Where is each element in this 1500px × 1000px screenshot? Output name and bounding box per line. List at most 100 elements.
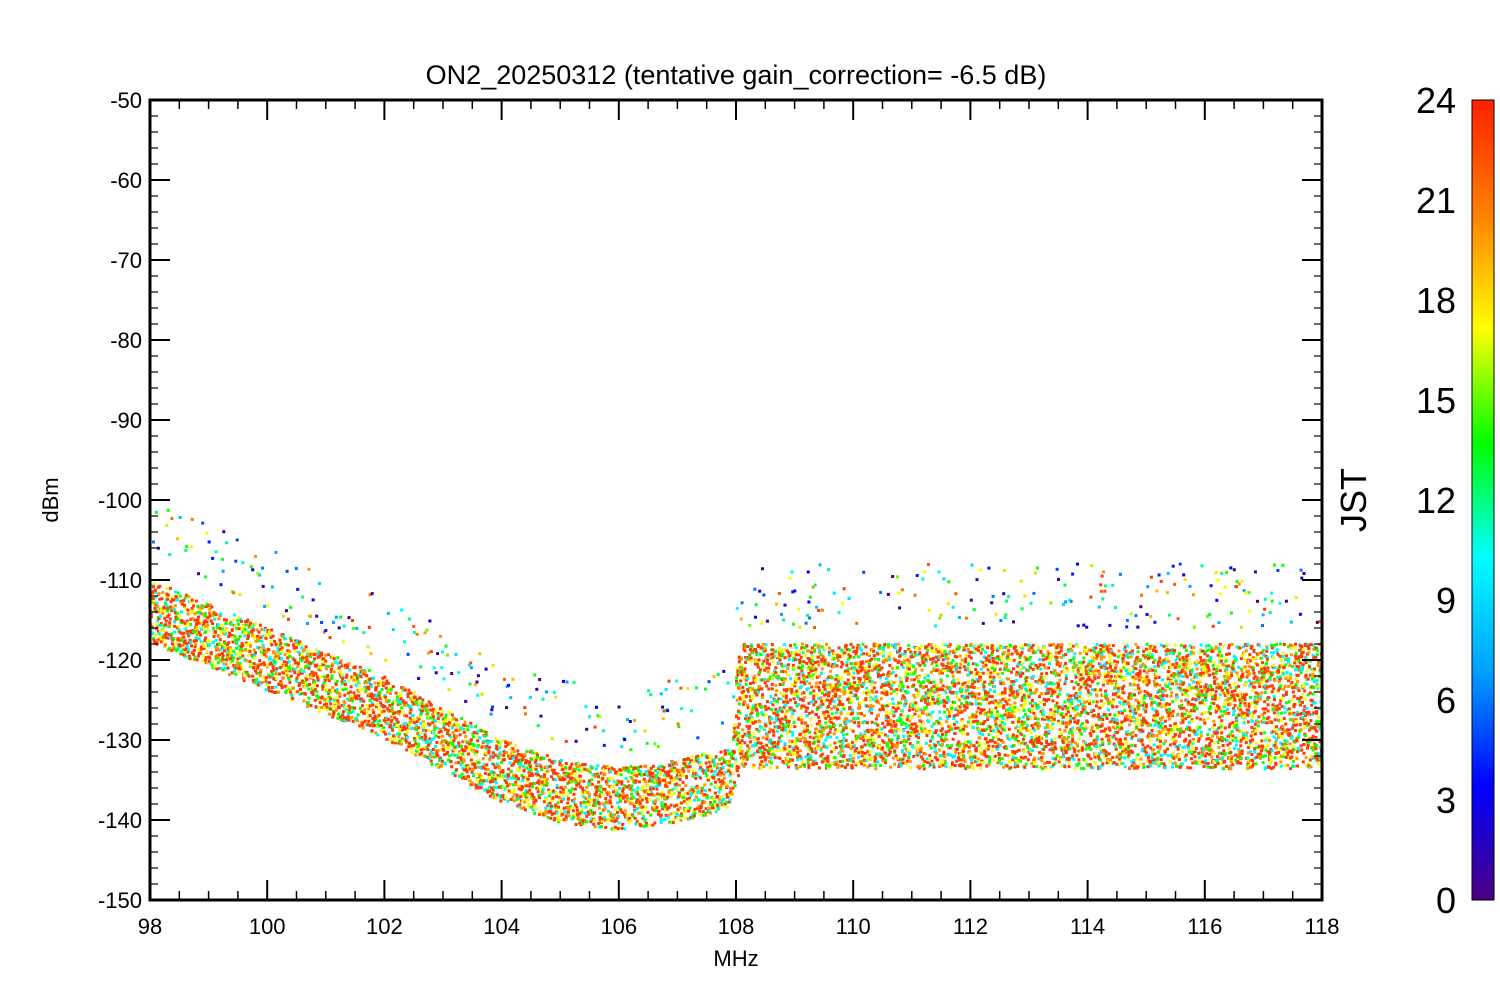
data-point [210, 605, 214, 609]
data-point [817, 655, 821, 659]
data-point [825, 745, 829, 749]
data-point [771, 671, 775, 675]
data-point [872, 686, 876, 690]
data-point [481, 781, 485, 785]
data-point [488, 789, 492, 793]
data-point [598, 818, 602, 822]
data-point [154, 633, 158, 637]
data-point [820, 667, 824, 671]
data-point [417, 703, 421, 707]
data-point [601, 776, 605, 780]
data-point [790, 688, 794, 692]
data-point [751, 765, 755, 769]
data-point [873, 667, 877, 671]
data-point [640, 787, 644, 791]
data-point [813, 661, 817, 664]
data-point [840, 660, 844, 664]
data-point [282, 671, 286, 675]
data-point [814, 667, 818, 671]
data-point [786, 673, 790, 677]
data-point [239, 667, 243, 671]
data-point [628, 799, 632, 803]
data-point [834, 762, 838, 766]
data-point [751, 704, 755, 708]
data-point [767, 752, 771, 756]
data-point [844, 726, 848, 730]
data-point [307, 660, 311, 664]
data-point [820, 699, 824, 703]
data-point [817, 715, 821, 719]
data-point [614, 819, 618, 823]
data-point [344, 706, 347, 709]
data-point [241, 630, 245, 634]
data-point [657, 809, 661, 813]
data-point [419, 731, 423, 735]
data-point [716, 803, 719, 807]
data-point [840, 743, 844, 747]
data-point [252, 662, 256, 666]
data-point [528, 788, 532, 792]
data-point [809, 661, 813, 665]
data-point [235, 666, 238, 670]
data-point [671, 765, 674, 769]
data-point [796, 696, 800, 700]
data-point [782, 677, 786, 680]
data-point [876, 652, 880, 656]
data-point [869, 703, 873, 707]
data-point [820, 730, 824, 734]
data-point [219, 583, 223, 587]
data-point [708, 760, 712, 764]
data-point [408, 741, 411, 745]
data-point [184, 651, 188, 655]
data-point [528, 782, 532, 786]
data-point [814, 685, 818, 689]
data-point [655, 787, 659, 791]
data-point [808, 740, 812, 744]
data-point [791, 663, 795, 667]
data-point [648, 793, 652, 797]
data-point [453, 747, 456, 751]
data-point [543, 800, 546, 804]
data-point [735, 768, 739, 772]
data-point [571, 806, 575, 810]
data-point [813, 759, 817, 763]
data-point [194, 642, 198, 646]
data-point [358, 688, 362, 692]
data-point [577, 782, 581, 786]
data-point [409, 704, 413, 708]
data-point [560, 764, 564, 768]
data-point [640, 798, 644, 802]
data-point [627, 770, 631, 774]
data-point [834, 716, 838, 720]
data-point [203, 614, 207, 618]
data-point [550, 799, 554, 802]
data-point [220, 627, 224, 631]
data-point [708, 788, 712, 792]
data-point [870, 756, 873, 760]
data-point [822, 713, 826, 717]
data-point [521, 775, 525, 779]
data-point [351, 699, 354, 703]
data-point [477, 760, 481, 764]
data-point [763, 705, 767, 708]
data-point [441, 650, 444, 654]
data-point [761, 736, 765, 740]
data-point [674, 776, 678, 780]
data-point [553, 817, 557, 820]
data-point [735, 682, 739, 686]
data-point [497, 764, 501, 768]
data-point [247, 631, 251, 635]
data-point [726, 748, 730, 752]
data-point [381, 703, 385, 707]
data-point [872, 741, 876, 745]
data-point [392, 712, 396, 715]
data-point [727, 759, 731, 763]
data-point [202, 644, 206, 648]
data-point [322, 660, 326, 664]
data-point [289, 690, 293, 694]
data-point [577, 768, 581, 772]
data-point [752, 676, 756, 680]
data-point [411, 697, 415, 701]
data-point [478, 736, 482, 740]
data-point [875, 728, 879, 732]
